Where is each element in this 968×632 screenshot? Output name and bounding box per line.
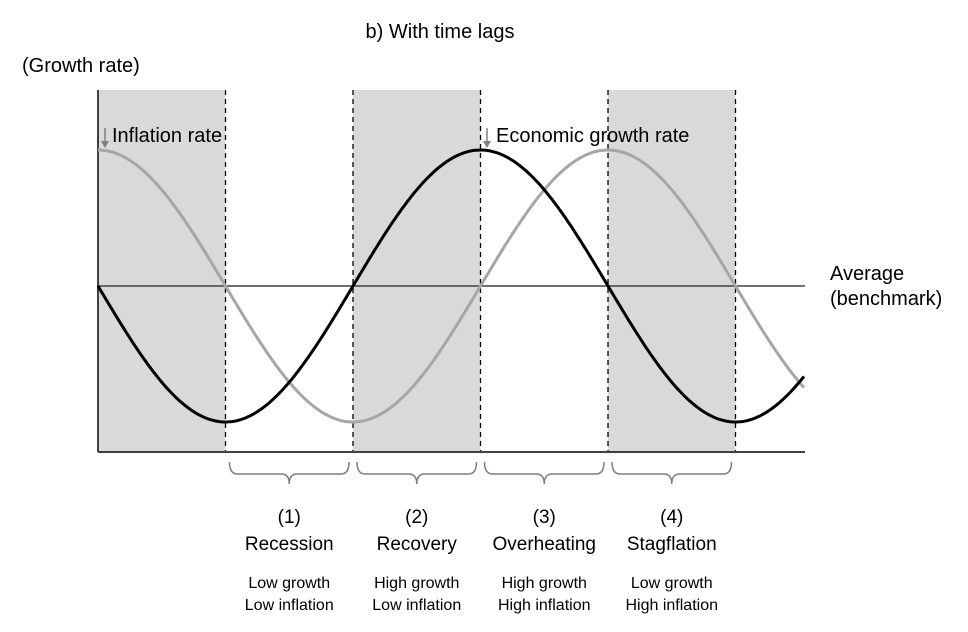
growth-marker-arrow-icon <box>483 128 491 148</box>
shaded-band <box>98 90 226 452</box>
shaded-band <box>353 90 481 452</box>
phase-inflation-label: High inflation <box>626 597 719 614</box>
phase-number: (2) <box>405 507 428 528</box>
average-label: Average <box>830 263 904 285</box>
phase-brace <box>356 461 478 485</box>
phase-name: Recovery <box>377 534 458 555</box>
phase-growth-label: High growth <box>502 575 587 592</box>
phase-brace <box>228 461 350 485</box>
phase-number: (4) <box>660 507 683 528</box>
phase-brace <box>483 461 605 485</box>
phase-inflation-label: High inflation <box>498 597 591 614</box>
phase-name: Recession <box>245 534 334 555</box>
economic-growth-rate-curve <box>96 148 806 424</box>
phase-inflation-label: Low inflation <box>372 597 461 614</box>
phase-number: (1) <box>278 507 301 528</box>
inflation-marker-arrow-icon <box>101 128 109 148</box>
inflation-rate-label: Inflation rate <box>112 125 222 147</box>
phase-growth-label: Low growth <box>631 575 713 592</box>
phase-growth-label: High growth <box>374 575 459 592</box>
shaded-band <box>608 90 736 452</box>
economic-growth-rate-label: Economic growth rate <box>496 125 689 147</box>
phase-number: (3) <box>533 507 556 528</box>
shaded-bands <box>98 90 736 452</box>
phase-name: Stagflation <box>627 534 717 555</box>
benchmark-label: (benchmark) <box>830 288 942 310</box>
phase-braces <box>228 461 733 485</box>
phase-growth-label: Low growth <box>248 575 330 592</box>
chart-title: b) With time lags <box>366 21 515 43</box>
phase-inflation-label: Low inflation <box>245 597 334 614</box>
phase-brace <box>611 461 733 485</box>
phase-captions: (1) Recession Low growth Low inflation (2) Re… <box>245 507 718 614</box>
y-axis-label: (Growth rate) <box>22 55 140 77</box>
phase-name: Overheating <box>492 534 596 555</box>
inflation-rate-curve <box>98 148 806 424</box>
phase-boundaries <box>224 90 737 452</box>
